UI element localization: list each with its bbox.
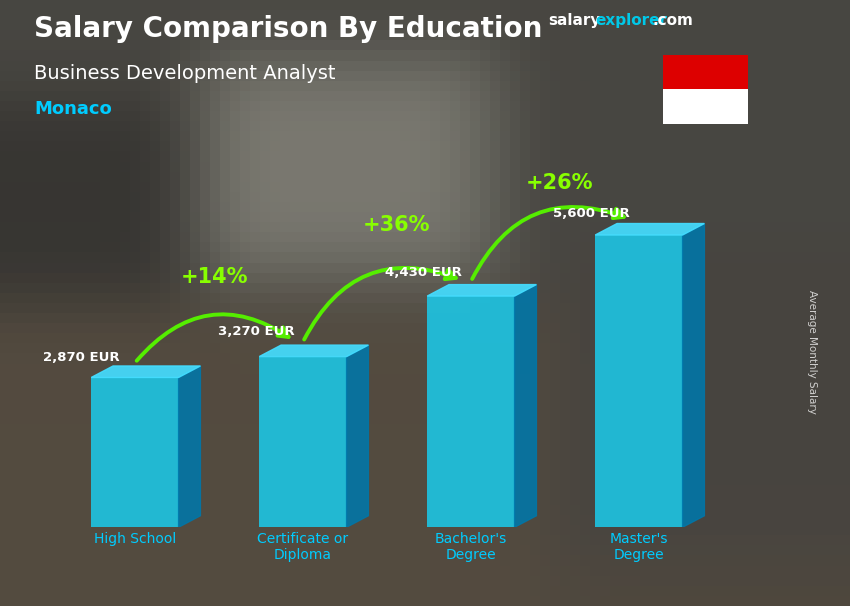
Bar (428, 296, 514, 527)
Bar (91, 378, 178, 527)
Polygon shape (178, 366, 201, 527)
Text: explorer: explorer (595, 13, 667, 28)
Text: 5,600 EUR: 5,600 EUR (553, 207, 630, 221)
Text: Business Development Analyst: Business Development Analyst (34, 64, 336, 82)
Text: +36%: +36% (362, 215, 430, 235)
Polygon shape (428, 285, 536, 296)
Bar (259, 356, 347, 527)
Bar (595, 235, 683, 527)
Text: 2,870 EUR: 2,870 EUR (42, 351, 120, 364)
Polygon shape (595, 224, 705, 235)
Polygon shape (683, 224, 705, 527)
Bar (663, 89, 748, 124)
Text: .com: .com (653, 13, 694, 28)
Polygon shape (91, 366, 201, 378)
Text: 4,430 EUR: 4,430 EUR (385, 266, 462, 279)
Polygon shape (259, 345, 368, 356)
Text: Salary Comparison By Education: Salary Comparison By Education (34, 15, 542, 43)
Text: 3,270 EUR: 3,270 EUR (218, 325, 294, 338)
Polygon shape (347, 345, 368, 527)
Text: salary: salary (548, 13, 601, 28)
Bar (663, 55, 748, 89)
Text: Average Monthly Salary: Average Monthly Salary (807, 290, 817, 413)
Text: Monaco: Monaco (34, 100, 111, 118)
Polygon shape (514, 285, 536, 527)
Text: +26%: +26% (525, 173, 592, 193)
Text: +14%: +14% (181, 267, 248, 287)
